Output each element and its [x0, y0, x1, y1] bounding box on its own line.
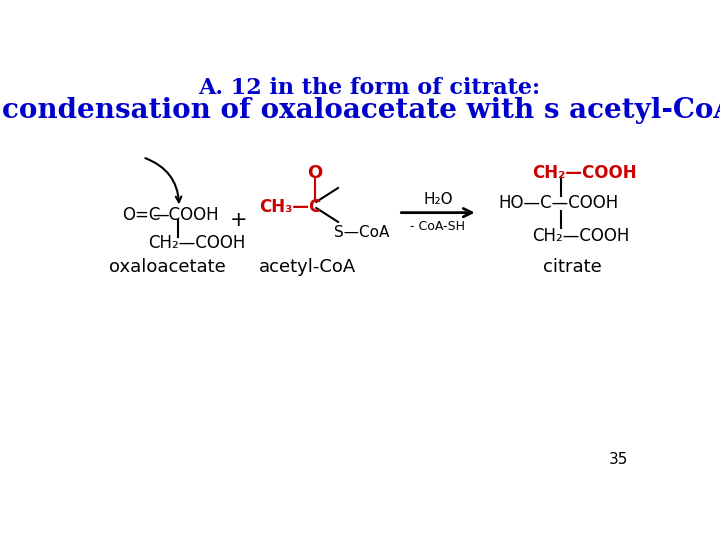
Text: acetyl-CoA: acetyl-CoA [258, 258, 356, 275]
Text: oxaloacetate: oxaloacetate [109, 258, 226, 275]
Text: HO—C—COOH: HO—C—COOH [498, 194, 618, 212]
Text: H₂O: H₂O [423, 192, 453, 207]
Text: citrate: citrate [543, 258, 601, 275]
Text: CH₂—COOH: CH₂—COOH [532, 227, 629, 245]
Text: S—CoA: S—CoA [334, 225, 390, 240]
Text: CH₂—COOH: CH₂—COOH [532, 164, 636, 181]
Text: CH₃—C: CH₃—C [259, 198, 321, 216]
Text: - CoA-SH: - CoA-SH [410, 220, 465, 233]
Text: 35: 35 [609, 452, 629, 467]
Text: O=C: O=C [122, 206, 161, 224]
Text: O: O [307, 164, 323, 181]
Text: CH₂—COOH: CH₂—COOH [148, 234, 246, 252]
Text: A. 12 in the form of citrate:: A. 12 in the form of citrate: [198, 77, 540, 99]
Text: —COOH: —COOH [152, 206, 219, 224]
Text: condensation of oxaloacetate with s acetyl-CoA: condensation of oxaloacetate with s acet… [2, 98, 720, 125]
Text: +: + [230, 211, 248, 231]
